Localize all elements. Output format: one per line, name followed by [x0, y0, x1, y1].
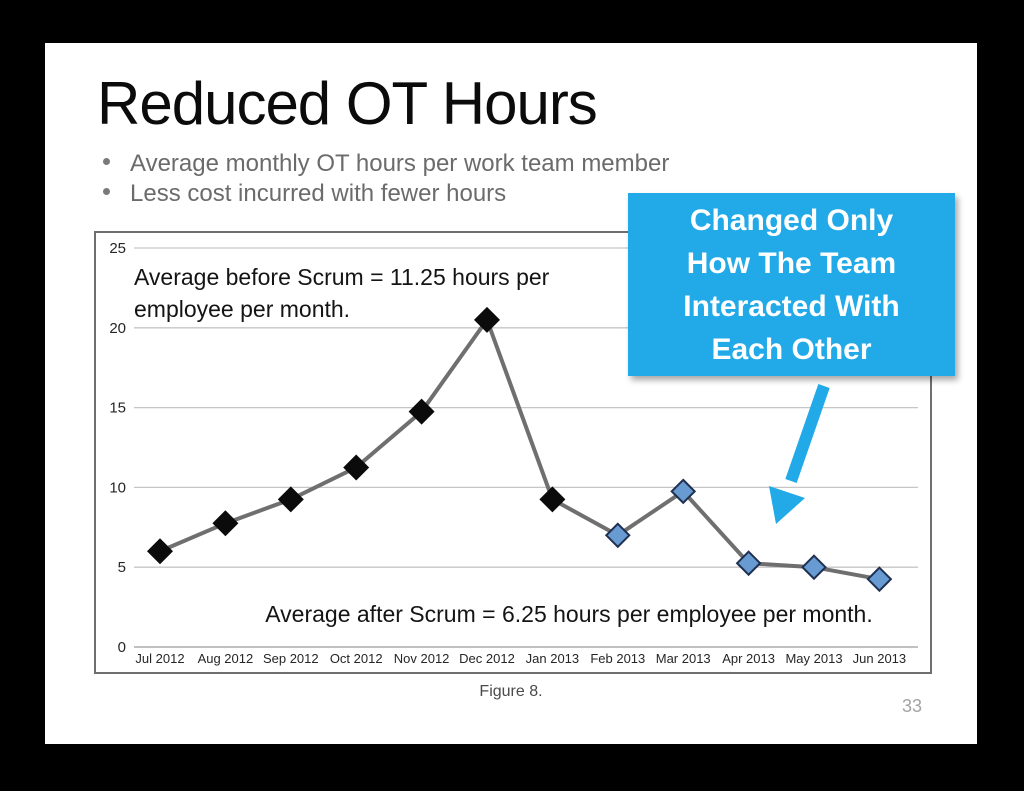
x-axis-tick-label: Oct 2012 [330, 651, 383, 666]
annotation-before-line2: employee per month. [134, 296, 351, 322]
x-axis-tick-label: Jun 2013 [853, 651, 907, 666]
bullet-item: Less cost incurred with fewer hours [103, 179, 669, 209]
callout-text-line: Changed Only [689, 203, 894, 237]
callout-text-line: Each Other [711, 332, 872, 366]
chart-canvas: 0 5 10 15 20 25 Jul 2012 Aug 2012 Sep 2012 Oct 20… [109, 240, 918, 666]
data-point-before-scrum [277, 486, 304, 513]
data-point-before-scrum [212, 510, 239, 537]
x-axis-tick-label: Nov 2012 [394, 651, 450, 666]
y-axis-tick-label: 10 [109, 479, 126, 496]
bullet-item: Average monthly OT hours per work team m… [103, 149, 669, 179]
data-point-before-scrum [474, 306, 500, 333]
annotation-after-scrum: Average after Scrum = 6.25 hours per emp… [265, 601, 873, 627]
x-axis-tick-label: Apr 2013 [722, 651, 775, 666]
x-axis-tick-label: Feb 2013 [590, 651, 645, 666]
data-point-before-scrum [343, 454, 370, 481]
x-axis-tick-label: Mar 2013 [656, 651, 711, 666]
data-point-after-scrum [604, 522, 631, 549]
data-point-after-scrum [670, 478, 697, 505]
y-axis-tick-label: 5 [118, 559, 126, 576]
y-axis-tick-label: 0 [118, 639, 126, 656]
x-axis-tick-label: Dec 2012 [459, 651, 515, 666]
x-axis-tick-label: Jul 2012 [135, 651, 184, 666]
callout-text-line: Interacted With [683, 289, 900, 323]
bullet-list: Average monthly OT hours per work team m… [103, 149, 669, 209]
bullet-text: Less cost incurred with fewer hours [130, 180, 507, 207]
figure-caption: Figure 8. [479, 683, 543, 700]
bullet-text: Average monthly OT hours per work team m… [130, 150, 670, 177]
x-axis-tick-label: Aug 2012 [198, 651, 254, 666]
x-axis-tick-label: May 2013 [785, 651, 842, 666]
page-number: 33 [901, 696, 922, 716]
callout-text-line: How The Team [686, 246, 897, 280]
x-axis-tick-label: Jan 2013 [526, 651, 580, 666]
bullet-dot-icon [103, 188, 110, 195]
y-axis-tick-label: 25 [109, 240, 126, 257]
x-axis-tick-label: Sep 2012 [263, 651, 319, 666]
slide-title: Reduced OT Hours [97, 70, 598, 137]
callout-box: Changed Only How The Team Interacted Wit… [628, 193, 955, 376]
callout-arrow-icon [769, 384, 830, 524]
slide: Reduced OT Hours Average monthly OT hour… [45, 43, 977, 744]
annotation-before-line1: Average before Scrum = 11.25 hours per [134, 264, 550, 290]
data-point-before-scrum [408, 398, 435, 425]
y-axis-tick-label: 20 [109, 320, 126, 337]
y-axis-tick-label: 15 [109, 400, 126, 417]
annotation-before-scrum: Average before Scrum = 11.25 hours per e… [134, 261, 549, 325]
data-point-after-scrum [801, 554, 827, 581]
data-point-before-scrum [147, 538, 173, 565]
bullet-dot-icon [103, 158, 110, 165]
data-point-after-scrum [735, 550, 762, 577]
data-point-before-scrum [539, 486, 566, 513]
data-point-after-scrum [866, 566, 893, 593]
